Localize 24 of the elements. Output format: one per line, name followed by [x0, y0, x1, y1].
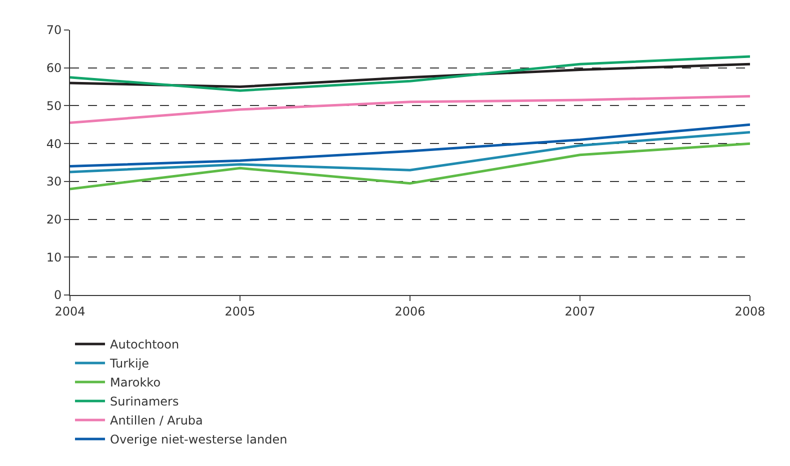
legend-label: Marokko: [110, 376, 161, 390]
y-tick-label: 60: [46, 61, 62, 76]
line-series: [70, 142, 750, 190]
x-tick-label: 2006: [394, 304, 426, 318]
y-tick-label: 20: [46, 212, 62, 226]
line-series: [70, 55, 750, 92]
legend-label: Surinamers: [110, 394, 179, 409]
x-tick-label: 2008: [734, 304, 766, 318]
y-tick-label: 40: [46, 136, 62, 151]
y-tick-label: 50: [46, 98, 62, 113]
y-tick-label: 30: [46, 174, 62, 189]
y-tick-label: 0: [54, 288, 62, 302]
line-series: [70, 123, 750, 168]
legend-label: Autochtoon: [110, 338, 180, 352]
line-series: [70, 95, 750, 124]
x-tick-label: 2004: [54, 304, 86, 318]
y-tick-label: 70: [46, 23, 62, 38]
x-tick-label: 2005: [224, 304, 256, 318]
legend-label: Overige niet-westerse landen: [110, 432, 288, 447]
x-tick-label: 2007: [564, 304, 596, 318]
legend-label: Turkije: [109, 356, 150, 371]
legend-label: Antillen / Aruba: [110, 414, 203, 428]
line-series: [70, 130, 750, 174]
y-tick-label: 10: [46, 250, 62, 264]
